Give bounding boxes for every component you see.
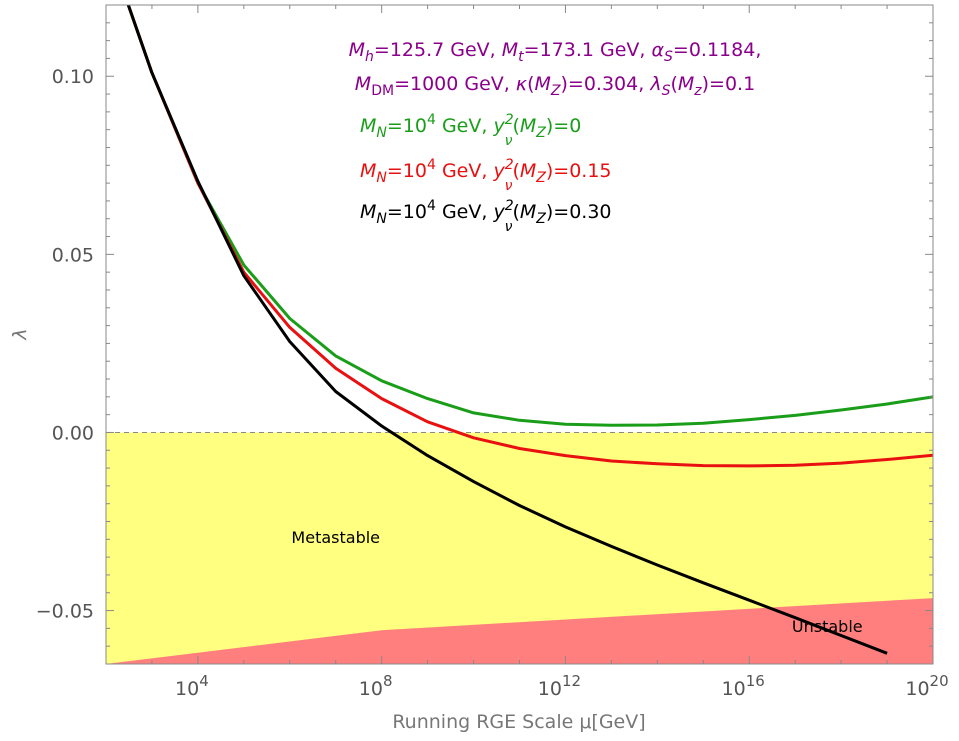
y-tick-label: 0.00 xyxy=(52,422,94,444)
lambda-curves xyxy=(126,5,933,655)
x-tick-label: 108 xyxy=(359,672,393,700)
parameters-line-2: MDM=1000 GeV, κ(MZ)=0.304, λS(Mz)=0.1 xyxy=(355,73,755,99)
axis-ticks xyxy=(105,4,934,665)
y-tick-label: 0.10 xyxy=(52,66,94,88)
parameter-annotations: Mh=125.7 GeV, Mt=173.1 GeV, αS=0.1184, MD… xyxy=(349,39,762,235)
x-tick-label: 1020 xyxy=(905,672,948,700)
metastable-label: Metastable xyxy=(291,528,380,547)
curve-yv-0-15 xyxy=(126,5,933,468)
x-tick-label: 1012 xyxy=(538,672,581,700)
region-labels: Metastable Unstable xyxy=(291,528,862,636)
axis-tick-labels: 104 108 1012 1016 1020 0.10 0.05 0.00 −0.05 xyxy=(36,66,949,700)
y-tick-label: 0.05 xyxy=(52,244,94,266)
y-tick-label: −0.05 xyxy=(36,601,94,623)
y-axis-title: λ xyxy=(9,328,31,340)
legend-yv-0-15: MN=104 GeV, y2 ν(MZ)=0.15 xyxy=(360,157,612,194)
x-tick-label: 104 xyxy=(175,672,209,700)
stability-regions xyxy=(106,432,933,664)
legend-yv-0: MN=104 GeV, y2 ν(MZ)=0 xyxy=(360,112,581,149)
unstable-region xyxy=(106,598,933,664)
x-axis-title: Running RGE Scale μ[GeV] xyxy=(392,711,645,733)
legend-yv-0-30: MN=104 GeV, y2 ν(MZ)=0.30 xyxy=(360,198,612,235)
unstable-label: Unstable xyxy=(792,617,863,636)
curve-yv-0 xyxy=(126,5,933,427)
x-tick-label: 1016 xyxy=(722,672,765,700)
parameters-line-1: Mh=125.7 GeV, Mt=173.1 GeV, αS=0.1184, xyxy=(349,39,762,65)
curve-yv-0-30 xyxy=(126,5,888,655)
